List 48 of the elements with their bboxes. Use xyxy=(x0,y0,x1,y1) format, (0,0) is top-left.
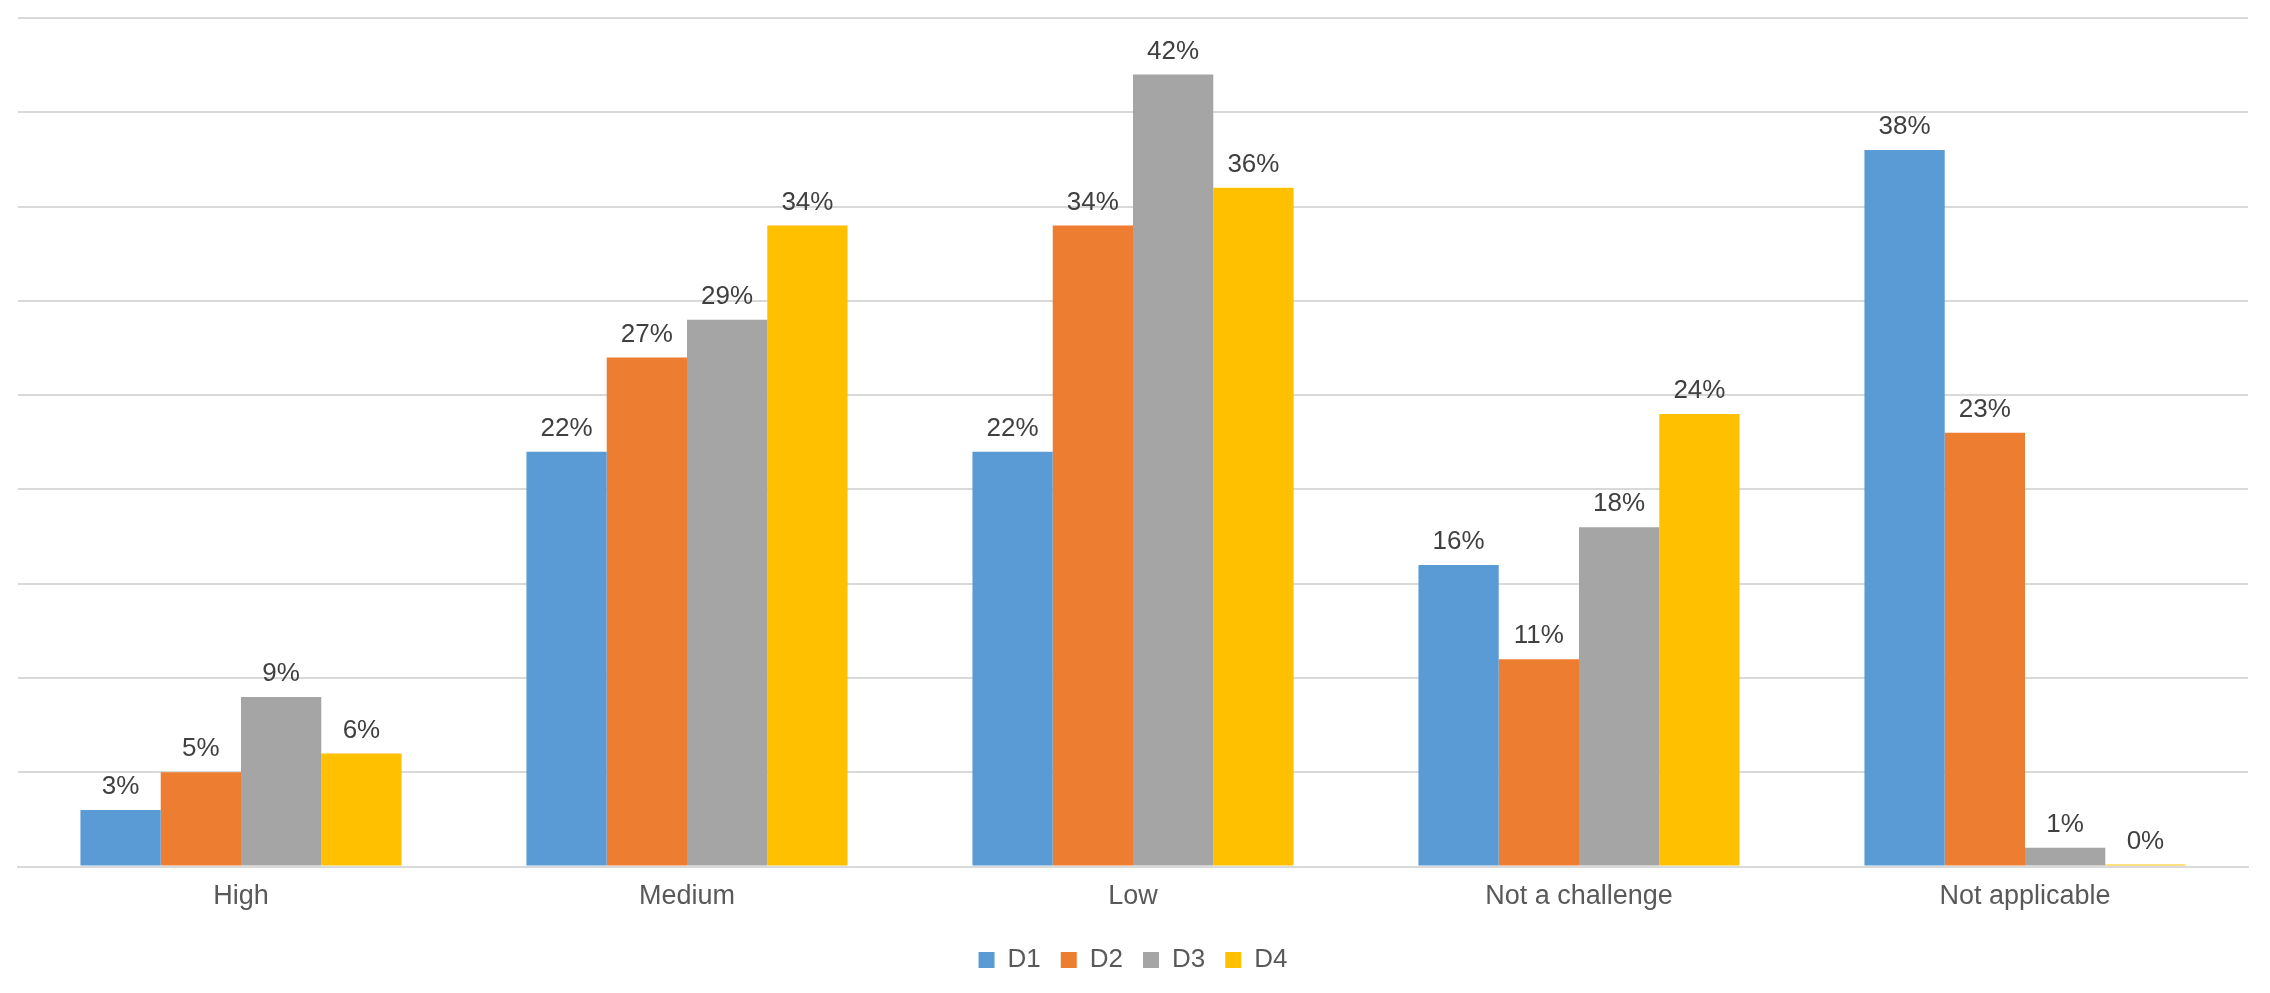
bar xyxy=(241,696,322,866)
data-label: 27% xyxy=(620,317,673,348)
x-tick-label: Not a challenge xyxy=(1485,880,1673,911)
bar xyxy=(80,810,161,866)
bar xyxy=(1052,225,1133,866)
data-label: 22% xyxy=(540,411,593,442)
data-label: 34% xyxy=(1066,185,1119,216)
bar xyxy=(1944,432,2025,866)
x-tick-label: Not applicable xyxy=(1939,880,2111,911)
data-label: 36% xyxy=(1227,147,1280,178)
bar xyxy=(606,357,687,866)
data-label: 3% xyxy=(101,770,140,801)
legend-label: D4 xyxy=(1254,943,1288,974)
data-label: 9% xyxy=(262,657,300,688)
bar xyxy=(526,451,607,866)
bar xyxy=(767,225,848,866)
data-label: 0% xyxy=(2126,824,2165,855)
data-label: 24% xyxy=(1673,374,1726,405)
bar xyxy=(160,772,241,866)
data-label: 6% xyxy=(342,713,381,744)
legend-label: D3 xyxy=(1172,943,1206,974)
bar xyxy=(1213,187,1294,866)
data-label: 1% xyxy=(2046,807,2084,838)
data-label: 11% xyxy=(1513,619,1564,650)
data-label: 16% xyxy=(1432,525,1485,556)
legend-label: D1 xyxy=(1007,943,1041,974)
x-tick-label: High xyxy=(213,880,269,911)
data-label: 22% xyxy=(986,411,1039,442)
bar xyxy=(1864,150,1945,866)
bar xyxy=(1133,74,1214,866)
data-label: 29% xyxy=(701,279,754,310)
bar xyxy=(1659,414,1740,866)
data-label: 34% xyxy=(781,185,834,216)
bar xyxy=(1418,564,1499,866)
x-tick-label: Low xyxy=(1108,880,1159,911)
bar xyxy=(972,451,1053,866)
bar xyxy=(2025,847,2106,866)
data-label: 23% xyxy=(1958,393,2011,424)
bar xyxy=(687,319,768,866)
data-label: 18% xyxy=(1593,487,1646,518)
data-label: 38% xyxy=(1878,110,1931,141)
bar xyxy=(1498,659,1579,866)
x-tick-label: Medium xyxy=(638,880,736,911)
data-label: 5% xyxy=(182,732,220,763)
data-label: 42% xyxy=(1147,34,1200,65)
bar xyxy=(1579,527,1660,866)
legend-label: D2 xyxy=(1089,943,1124,974)
bar xyxy=(321,753,402,866)
